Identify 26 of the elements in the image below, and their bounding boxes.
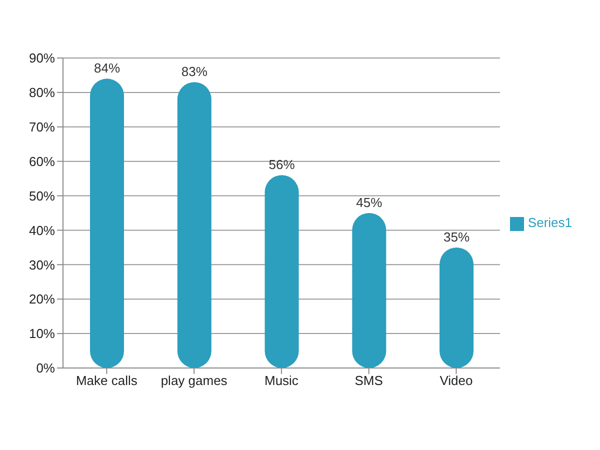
data-label: 45% <box>356 195 383 210</box>
data-label: 83% <box>181 64 208 80</box>
x-tick-label: play games <box>160 373 228 388</box>
bar <box>352 213 386 368</box>
y-tick-label: 70% <box>28 120 56 135</box>
bar <box>90 78 124 368</box>
x-tick-label: Video <box>440 373 473 388</box>
legend-label: Series1 <box>528 215 572 230</box>
data-label: 56% <box>268 157 296 172</box>
bar <box>177 82 212 368</box>
y-tick-label: 20% <box>28 292 56 307</box>
y-tick-label: 40% <box>28 222 56 238</box>
bar <box>264 175 299 368</box>
y-tick-label: 10% <box>28 326 56 342</box>
x-tick-label: SMS <box>354 373 384 388</box>
y-tick-label: 90% <box>28 50 56 66</box>
y-tick-label: 80% <box>28 85 56 100</box>
y-tick-label: 30% <box>28 257 56 272</box>
y-tick-label: 50% <box>28 188 56 204</box>
bar <box>440 247 474 368</box>
x-tick-label: Make calls <box>76 373 138 388</box>
data-label: 84% <box>94 60 120 76</box>
y-tick-label: 60% <box>28 154 56 169</box>
x-tick-label: Music <box>264 373 299 388</box>
data-label: 35% <box>444 229 470 244</box>
y-tick-label: 0% <box>36 360 56 376</box>
